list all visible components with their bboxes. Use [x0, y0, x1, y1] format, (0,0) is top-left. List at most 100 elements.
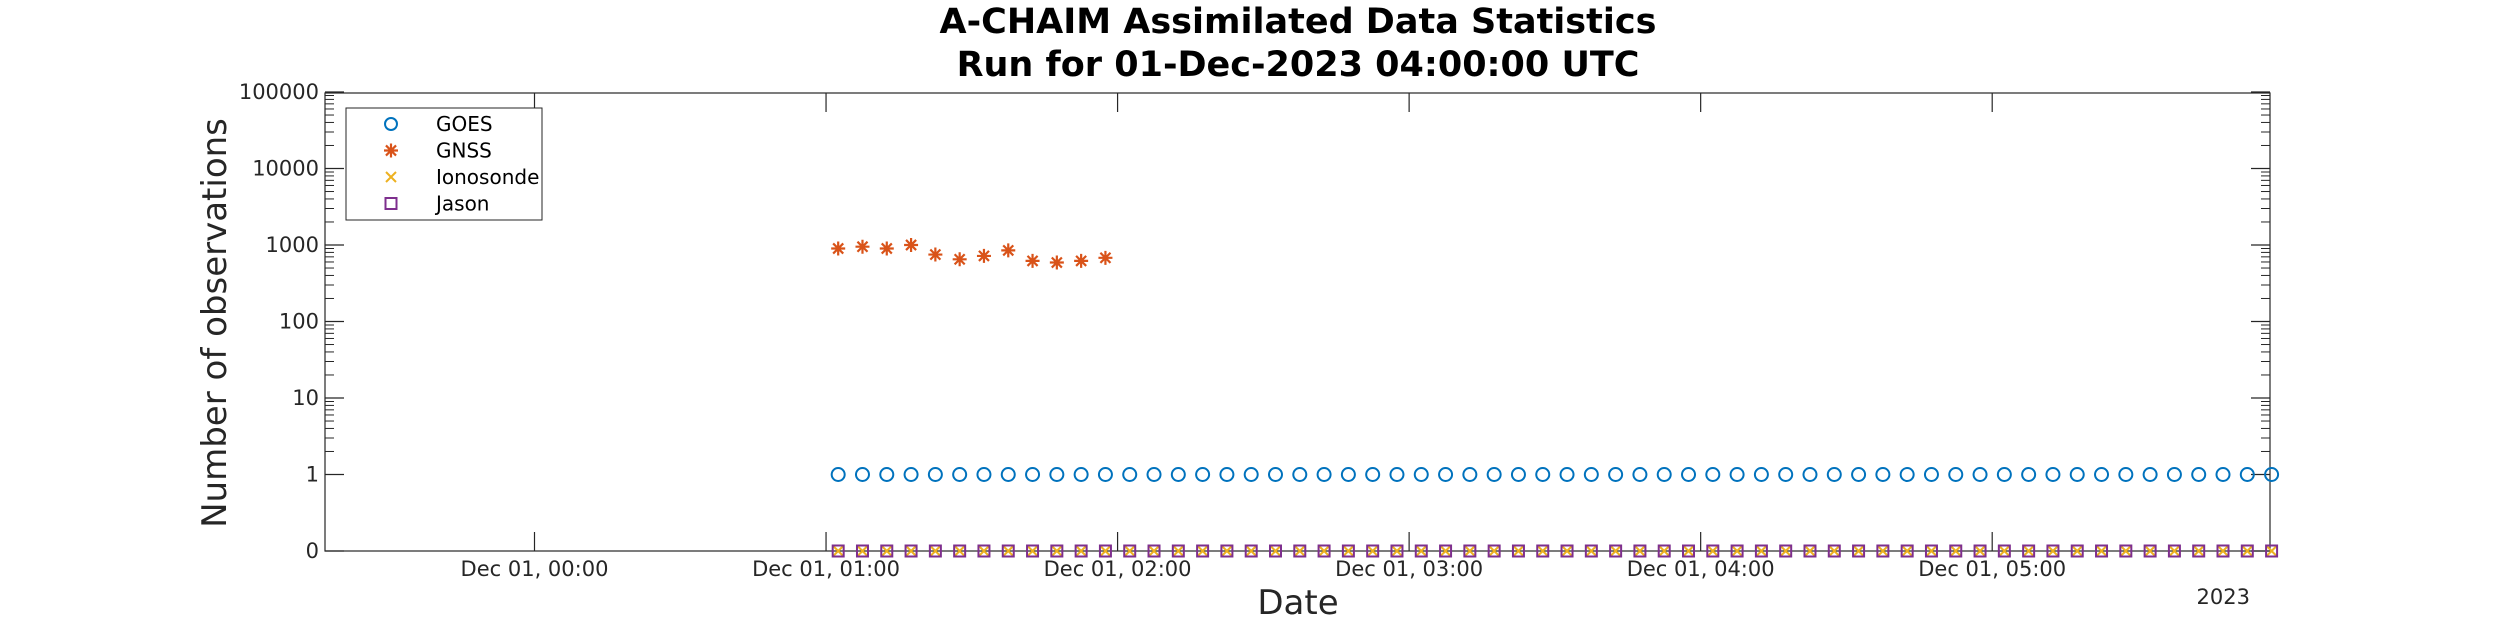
jason-point: [2240, 544, 2254, 558]
ionosonde-point: [1391, 545, 1403, 557]
goes-point: [2191, 467, 2207, 482]
goes-point: [1049, 467, 1065, 482]
ionosonde-point: [905, 545, 917, 557]
ionosonde-point: [1488, 545, 1500, 557]
jason-point: [1001, 544, 1015, 558]
goes-point: [2069, 467, 2085, 482]
jason-point: [1924, 544, 1938, 558]
jason-point: [1098, 544, 1112, 558]
jason-point: [928, 544, 942, 558]
y-tick-label: 1: [306, 463, 319, 487]
goes-point: [1146, 467, 1162, 482]
goes-point: [1632, 467, 1648, 482]
goes-point: [1778, 467, 1794, 482]
goes-point: [2045, 467, 2061, 482]
x-tick-label: Dec 01, 05:00: [1918, 557, 2066, 581]
jason-point: [831, 544, 845, 558]
jason-point: [1341, 544, 1355, 558]
jason-point: [2046, 544, 2060, 558]
ionosonde-point: [1779, 545, 1792, 557]
jason-point: [1487, 544, 1501, 558]
year-label: 2023: [2197, 585, 2250, 609]
ionosonde-point: [856, 545, 869, 557]
jason-point: [1536, 544, 1550, 558]
goes-point: [1122, 467, 1138, 482]
ionosonde-point: [1366, 545, 1379, 557]
jason-point: [1220, 544, 1234, 558]
jason-point: [880, 544, 894, 558]
ionosonde-point: [1828, 545, 1840, 557]
ionosonde-point: [1877, 545, 1889, 557]
jason-point: [1852, 544, 1866, 558]
legend-marker-gnss: [384, 143, 398, 158]
jason-point: [1657, 544, 1671, 558]
goes-point: [903, 467, 919, 482]
goes-point: [2215, 467, 2231, 482]
goes-point: [2118, 467, 2134, 482]
goes-point: [1243, 467, 1259, 482]
goes-point: [1899, 467, 1915, 482]
ionosonde-point: [1804, 545, 1816, 557]
ionosonde-point: [1245, 545, 1257, 557]
ionosonde-point: [1707, 545, 1719, 557]
ionosonde-point: [1755, 545, 1768, 557]
goes-point: [2166, 467, 2182, 482]
jason-point: [977, 544, 991, 558]
jason-point: [1827, 544, 1841, 558]
ionosonde-point: [1561, 545, 1573, 557]
jason-point: [1560, 544, 1574, 558]
jason-point: [1074, 544, 1088, 558]
series-gnss: [831, 238, 1113, 270]
goes-point: [952, 467, 968, 482]
jason-point: [1171, 544, 1185, 558]
jason-point: [1876, 544, 1890, 558]
goes-point: [1875, 467, 1891, 482]
goes-point: [2264, 467, 2280, 482]
ionosonde-point: [2120, 545, 2132, 557]
jason-point: [1050, 544, 1064, 558]
x-tick-label: Dec 01, 00:00: [461, 557, 609, 581]
jason-point: [1609, 544, 1623, 558]
y-axis-label: Number of observations: [195, 118, 235, 528]
jason-point: [1026, 544, 1040, 558]
jason-point: [2167, 544, 2181, 558]
legend-marker-goes: [384, 117, 398, 131]
goes-point: [1608, 467, 1624, 482]
ionosonde-point: [1099, 545, 1112, 557]
legend-label-jason: Jason: [434, 192, 490, 216]
y-tick-labels: 0 1 10 100 1000 10000 100000: [239, 80, 319, 563]
jason-point: [1268, 544, 1282, 558]
y-tick-label: 10: [292, 386, 319, 410]
gnss-point: [855, 239, 870, 254]
jason-point: [1244, 544, 1258, 558]
ionosonde-point: [1318, 545, 1330, 557]
ionosonde-point: [2071, 545, 2083, 557]
ionosonde-point: [1682, 545, 1695, 557]
legend-box: [345, 107, 543, 221]
ionosonde-point: [1998, 545, 2011, 557]
goes-point: [1923, 467, 1939, 482]
jason-point: [1900, 544, 1914, 558]
jason-point: [1997, 544, 2011, 558]
ionosonde-point: [2047, 545, 2059, 557]
goes-point: [1219, 467, 1235, 482]
ionosonde-point: [1925, 545, 1938, 557]
jason-point: [1123, 544, 1137, 558]
jason-point: [1317, 544, 1331, 558]
y-tick-label: 0: [306, 539, 319, 563]
ionosonde-point: [1026, 545, 1039, 557]
goes-point: [927, 467, 943, 482]
gnss-point: [1098, 250, 1113, 265]
series-goes: [830, 467, 2280, 482]
goes-point: [976, 467, 992, 482]
ionosonde-point: [953, 545, 966, 557]
chart-title-line-2: Run for 01-Dec-2023 04:00:00 UTC: [957, 45, 1640, 85]
goes-point: [1097, 467, 1113, 482]
series-jason: [831, 544, 2279, 558]
legend-marker-ionosonde: [385, 171, 397, 183]
ionosonde-point: [1634, 545, 1646, 557]
jason-point: [1633, 544, 1647, 558]
jason-point: [953, 544, 967, 558]
jason-point: [1390, 544, 1404, 558]
